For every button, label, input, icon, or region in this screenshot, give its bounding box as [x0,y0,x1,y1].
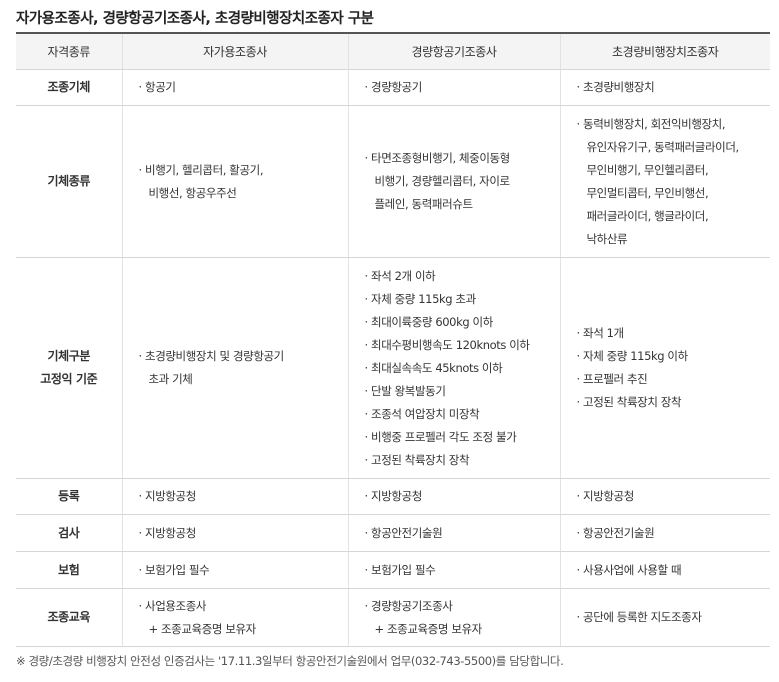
cell-line: · 항공안전기술원 [364,525,443,540]
table-cell: · 항공안전기술원 [347,514,560,552]
row-label: 기체종류 [16,105,122,258]
table-cell: · 지방항공청 [347,478,560,515]
cell-line: · 사업용조종사 [138,598,207,613]
row-label-line: 고정익 기준 [40,372,98,386]
cell-line: 낙하산류 [586,231,628,246]
row-label: 보험 [16,551,122,589]
table-cell: · 보험가입 필수 [347,551,560,589]
cell-line: · 최대이륙중량 600kg 이하 [364,314,494,329]
cell-line: 무인비행기, 무인헬리콥터, [586,162,709,177]
table-cell: · 항공기 [121,69,348,106]
cell-line: · 초경량비행장치 [576,80,655,94]
row-label-line: 검사 [58,525,80,540]
row-label: 조종기체 [16,69,122,106]
table-row: 검사 · 지방항공청 · 항공안전기술원 · 항공안전기술원 [16,514,770,552]
footnote: ※ 경량/초경량 비행장치 안전성 인증검사는 '17.11.3일부터 항공안전… [16,654,564,668]
cell-line: · 조종석 여압장치 미장착 [364,406,480,421]
cell-line: · 동력비행장치, 회전익비행장치, [576,116,726,131]
cell-line: 비행기, 경량헬리콥터, 자이로 [374,174,511,188]
cell-line: · 보험가입 필수 [364,562,436,577]
table-cell: · 좌석 1개 · 자체 중량 115kg 이하 · 프로펠러 추진 · 고정된 착륙… [559,257,770,479]
table-cell: · 지방항공청 [121,478,348,515]
cell-line: · 항공안전기술원 [576,525,655,540]
cell-line: · 경량항공기 [364,80,423,94]
table-cell: · 사용사업에 사용할 때 [559,551,770,589]
header-ultralight-pilot: 초경량비행장치조종자 [559,32,770,70]
row-label-line: 등록 [58,489,80,503]
cell-line: · 단발 왕복발동기 [364,383,446,398]
table-cell: · 보험가입 필수 [121,551,348,589]
cell-line: · 초경량비행장치 및 경량항공기 [138,349,285,363]
cell-line: · 지방항공청 [138,489,197,503]
row-label: 등록 [16,478,122,515]
table-cell: · 항공안전기술원 [559,514,770,552]
row-label-line: 보험 [58,562,80,577]
cell-line: · 고정된 착륙장치 장착 [576,395,682,409]
table-row: 등록 · 지방항공청 · 지방항공청 · 지방항공청 [16,478,770,515]
table-cell: · 경량항공기 [347,69,560,106]
cell-line: 플레인, 동력패러슈트 [374,197,474,211]
cell-line: · 최대실속속도 45knots 이하 [364,360,503,375]
cell-line: · 공단에 등록한 지도조종자 [576,610,702,624]
cell-line: · 보험가입 필수 [138,562,210,577]
cell-line: 초과 기체 [148,372,193,386]
cell-line: · 비행기, 헬리콥터, 활공기, [138,162,264,177]
cell-line: · 항공기 [138,80,176,94]
row-label-line: 조종기체 [47,80,91,94]
table-cell: · 초경량비행장치 [559,69,770,106]
cell-line: · 지방항공청 [364,489,423,503]
cell-line: + 조종교육증명 보유자 [374,621,483,636]
header-private-pilot: 자가용조종사 [121,32,348,70]
row-label-line: 기체종류 [47,174,91,188]
cell-line: 패러글라이더, 행글라이더, [586,208,709,223]
cell-line: · 비행중 프로펠러 각도 조정 불가 [364,429,517,444]
cell-line: · 경량항공기조종사 [364,598,453,613]
table-row: 기체종류 · 비행기, 헬리콥터, 활공기, 비행선, 항공우주선 · 타면조종형비행… [16,105,770,258]
cell-line: · 지방항공청 [138,525,197,540]
cell-line: 비행선, 항공우주선 [148,185,237,200]
license-comparison-table: 자격종류 자가용조종사 경량항공기조종사 초경량비행장치조종자 조종기체 · 항공… [16,32,770,647]
table-row: 보험 · 보험가입 필수 · 보험가입 필수 · 사용사업에 사용할 때 [16,551,770,589]
table-cell: · 공단에 등록한 지도조종자 [559,588,770,647]
table-cell: · 경량항공기조종사 + 조종교육증명 보유자 [347,588,560,647]
cell-line: 유인자유기구, 동력패러글라이더, [586,139,740,154]
table-row: 조종교육 · 사업용조종사 + 조종교육증명 보유자 · 경량항공기조종사 + 조종교육… [16,588,770,647]
row-label-line: 기체구분 [47,349,91,363]
cell-line: 무인멀티콥터, 무인비행선, [586,185,709,200]
cell-line: · 최대수평비행속도 120knots 이하 [364,337,530,352]
table-row: 조종기체 · 항공기 · 경량항공기 · 초경량비행장치 [16,69,770,106]
header-light-aircraft-pilot: 경량항공기조종사 [347,32,560,70]
cell-line: · 타면조종형비행기, 체중이동형 [364,151,511,165]
cell-line: · 프로펠러 추진 [576,372,648,386]
cell-line: · 지방항공청 [576,489,635,503]
row-label: 검사 [16,514,122,552]
table-cell: · 지방항공청 [121,514,348,552]
page-title: 자가용조종사, 경량항공기조종사, 초경량비행장치조종자 구분 [16,11,374,27]
cell-line: · 고정된 착륙장치 장착 [364,452,470,467]
row-label: 조종교육 [16,588,122,647]
table-cell: · 지방항공청 [559,478,770,515]
cell-line: · 좌석 2개 이하 [364,268,436,283]
table-cell: · 동력비행장치, 회전익비행장치, 유인자유기구, 동력패러글라이더, 무인비행기… [559,105,770,258]
cell-line: + 조종교육증명 보유자 [148,621,257,636]
cell-line: · 좌석 1개 [576,326,625,340]
table-header-row: 자격종류 자가용조종사 경량항공기조종사 초경량비행장치조종자 [16,32,770,70]
header-license-type: 자격종류 [16,32,122,70]
cell-line: · 자체 중량 115kg 이하 [576,349,689,363]
table-cell: · 좌석 2개 이하 · 자체 중량 115kg 초과 · 최대이륙중량 600kg… [347,257,560,479]
table-row: 기체구분 고정익 기준 · 초경량비행장치 및 경량항공기 초과 기체 · 좌석 2개 … [16,257,770,479]
table-cell: · 사업용조종사 + 조종교육증명 보유자 [121,588,348,647]
row-label-line: 조종교육 [47,610,91,624]
cell-line: · 자체 중량 115kg 초과 [364,291,477,306]
table-cell: · 비행기, 헬리콥터, 활공기, 비행선, 항공우주선 [121,105,348,258]
cell-line: · 사용사업에 사용할 때 [576,562,682,577]
